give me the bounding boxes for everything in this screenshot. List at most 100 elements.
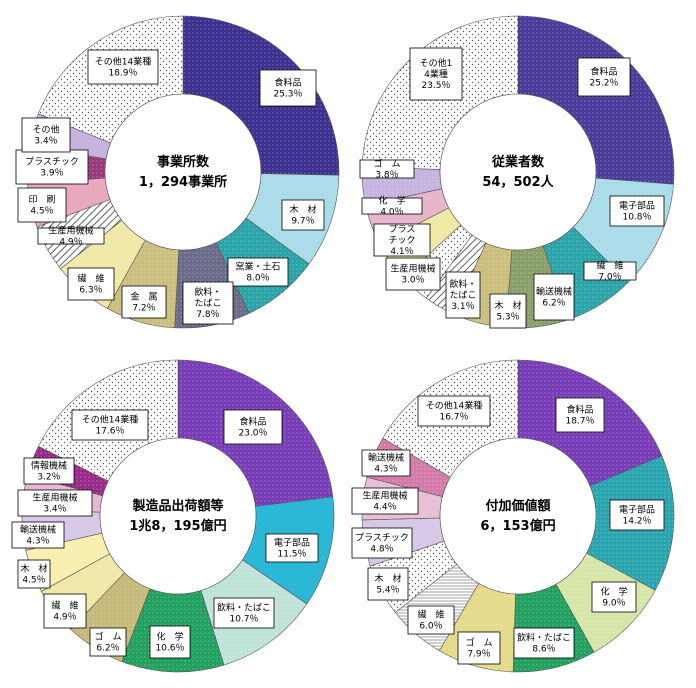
slice-percent: 6.3％ (79, 285, 102, 296)
slice-label: チック (388, 235, 415, 246)
slice-label: その他 (32, 124, 59, 136)
slice-label: ゴ ム (373, 158, 400, 170)
slice-percent: 25.3％ (273, 89, 302, 100)
data-label: 木 材5.3％ (489, 293, 527, 329)
slice-percent: 7.2％ (132, 303, 155, 314)
slice-label: 食料品 (590, 66, 617, 78)
slice-percent: 4.8％ (370, 544, 393, 555)
slice-label: 金 属 (130, 291, 157, 303)
slice-percent: 4.5％ (30, 206, 53, 217)
data-label: 繊 維6.0％ (407, 605, 455, 635)
slice-label: 食料品 (566, 404, 593, 416)
chart-title: 事業所数 (157, 154, 210, 170)
slice-percent: 6.2％ (542, 298, 565, 309)
slice-percent: 8.6％ (532, 644, 555, 655)
slice-label: 生産用機械 (390, 263, 435, 275)
slice-percent: 18.7％ (565, 416, 594, 427)
slice-label: 生産用機械 (48, 225, 93, 237)
slice-label: 印 刷 (28, 194, 55, 206)
slice-percent: 4.4％ (373, 502, 396, 513)
donut-hole (104, 93, 262, 251)
slice-percent: 25.2％ (589, 78, 618, 89)
slice-percent: 4.0％ (380, 207, 403, 218)
slice-percent: 3.2％ (37, 472, 60, 483)
slice-label: その他1 (420, 57, 453, 69)
slice-label: 飲料・ (449, 278, 476, 290)
data-label: 木 材9.7％ (281, 199, 325, 231)
slice-label: 生産用機械 (32, 492, 77, 504)
data-label: 印 刷4.5％ (17, 187, 67, 223)
slice-label: たばこ (449, 290, 476, 301)
data-label: ゴ ム3.8％ (359, 158, 415, 181)
slice-percent: 3.1％ (451, 301, 474, 312)
data-label: 化 学9.0％ (591, 581, 637, 613)
slice-label: 木 材 (494, 300, 521, 312)
slice-label: 輸送機械 (20, 524, 56, 536)
slice-percent: 4.1％ (390, 246, 413, 257)
data-label: 木 材5.4％ (367, 567, 409, 601)
slice-percent: 4.9％ (53, 612, 76, 623)
slice-percent: 10.8％ (622, 212, 651, 223)
slice-label: 4業種 (424, 68, 448, 80)
chart-total: 6，153億円 (480, 518, 555, 534)
slice-label: 木 材 (374, 573, 401, 585)
slice-percent: 14.2％ (622, 516, 651, 527)
slice-label: 化 学 (156, 631, 183, 643)
slice-label: ゴ ム (465, 637, 492, 649)
slice-label: 窯業・土石 (235, 261, 280, 273)
slice-label: 木 材 (289, 204, 316, 216)
slice-percent: 4.5％ (22, 575, 45, 586)
slice-percent: 7.0％ (598, 272, 621, 283)
slice-label: その他14業種 (426, 400, 482, 412)
slice-label: ゴ ム (94, 631, 121, 643)
slice-label: 木 材 (20, 563, 47, 575)
chart-title: 製造品出荷額等 (131, 498, 223, 514)
slice-label: プラスチック (25, 157, 79, 168)
slice-label: 生産用機械 (362, 490, 407, 502)
slice-label: 輸送機械 (368, 452, 404, 464)
donut-hole (439, 437, 597, 595)
slice-label: 情報機械 (31, 460, 67, 472)
slice-label: 飲料・たばこ (217, 602, 271, 614)
slice-percent: 4.3％ (374, 464, 397, 475)
donut-hole (439, 93, 597, 251)
chart-total: 54，502人 (482, 174, 554, 190)
data-label: 繊 維4.9％ (43, 593, 87, 629)
slice-label: その他14業種 (95, 56, 151, 68)
slice-label: 電子部品 (619, 504, 655, 516)
slice-percent: 23.0％ (238, 428, 267, 439)
slice-label: 繊 維 (51, 600, 78, 612)
slice-percent: 7.9％ (467, 649, 490, 660)
data-label: 化 学4.0％ (361, 195, 423, 218)
slice-percent: 6.2％ (96, 643, 119, 654)
slice-label: 輸送機械 (536, 286, 572, 298)
data-label: 窯業・土石8.0％ (227, 257, 289, 287)
chart-total: 1，294事業所 (139, 174, 227, 190)
slice-percent: 9.0％ (602, 598, 625, 609)
slice-percent: 7.8％ (196, 309, 219, 320)
slice-label: 食料品 (274, 77, 301, 89)
